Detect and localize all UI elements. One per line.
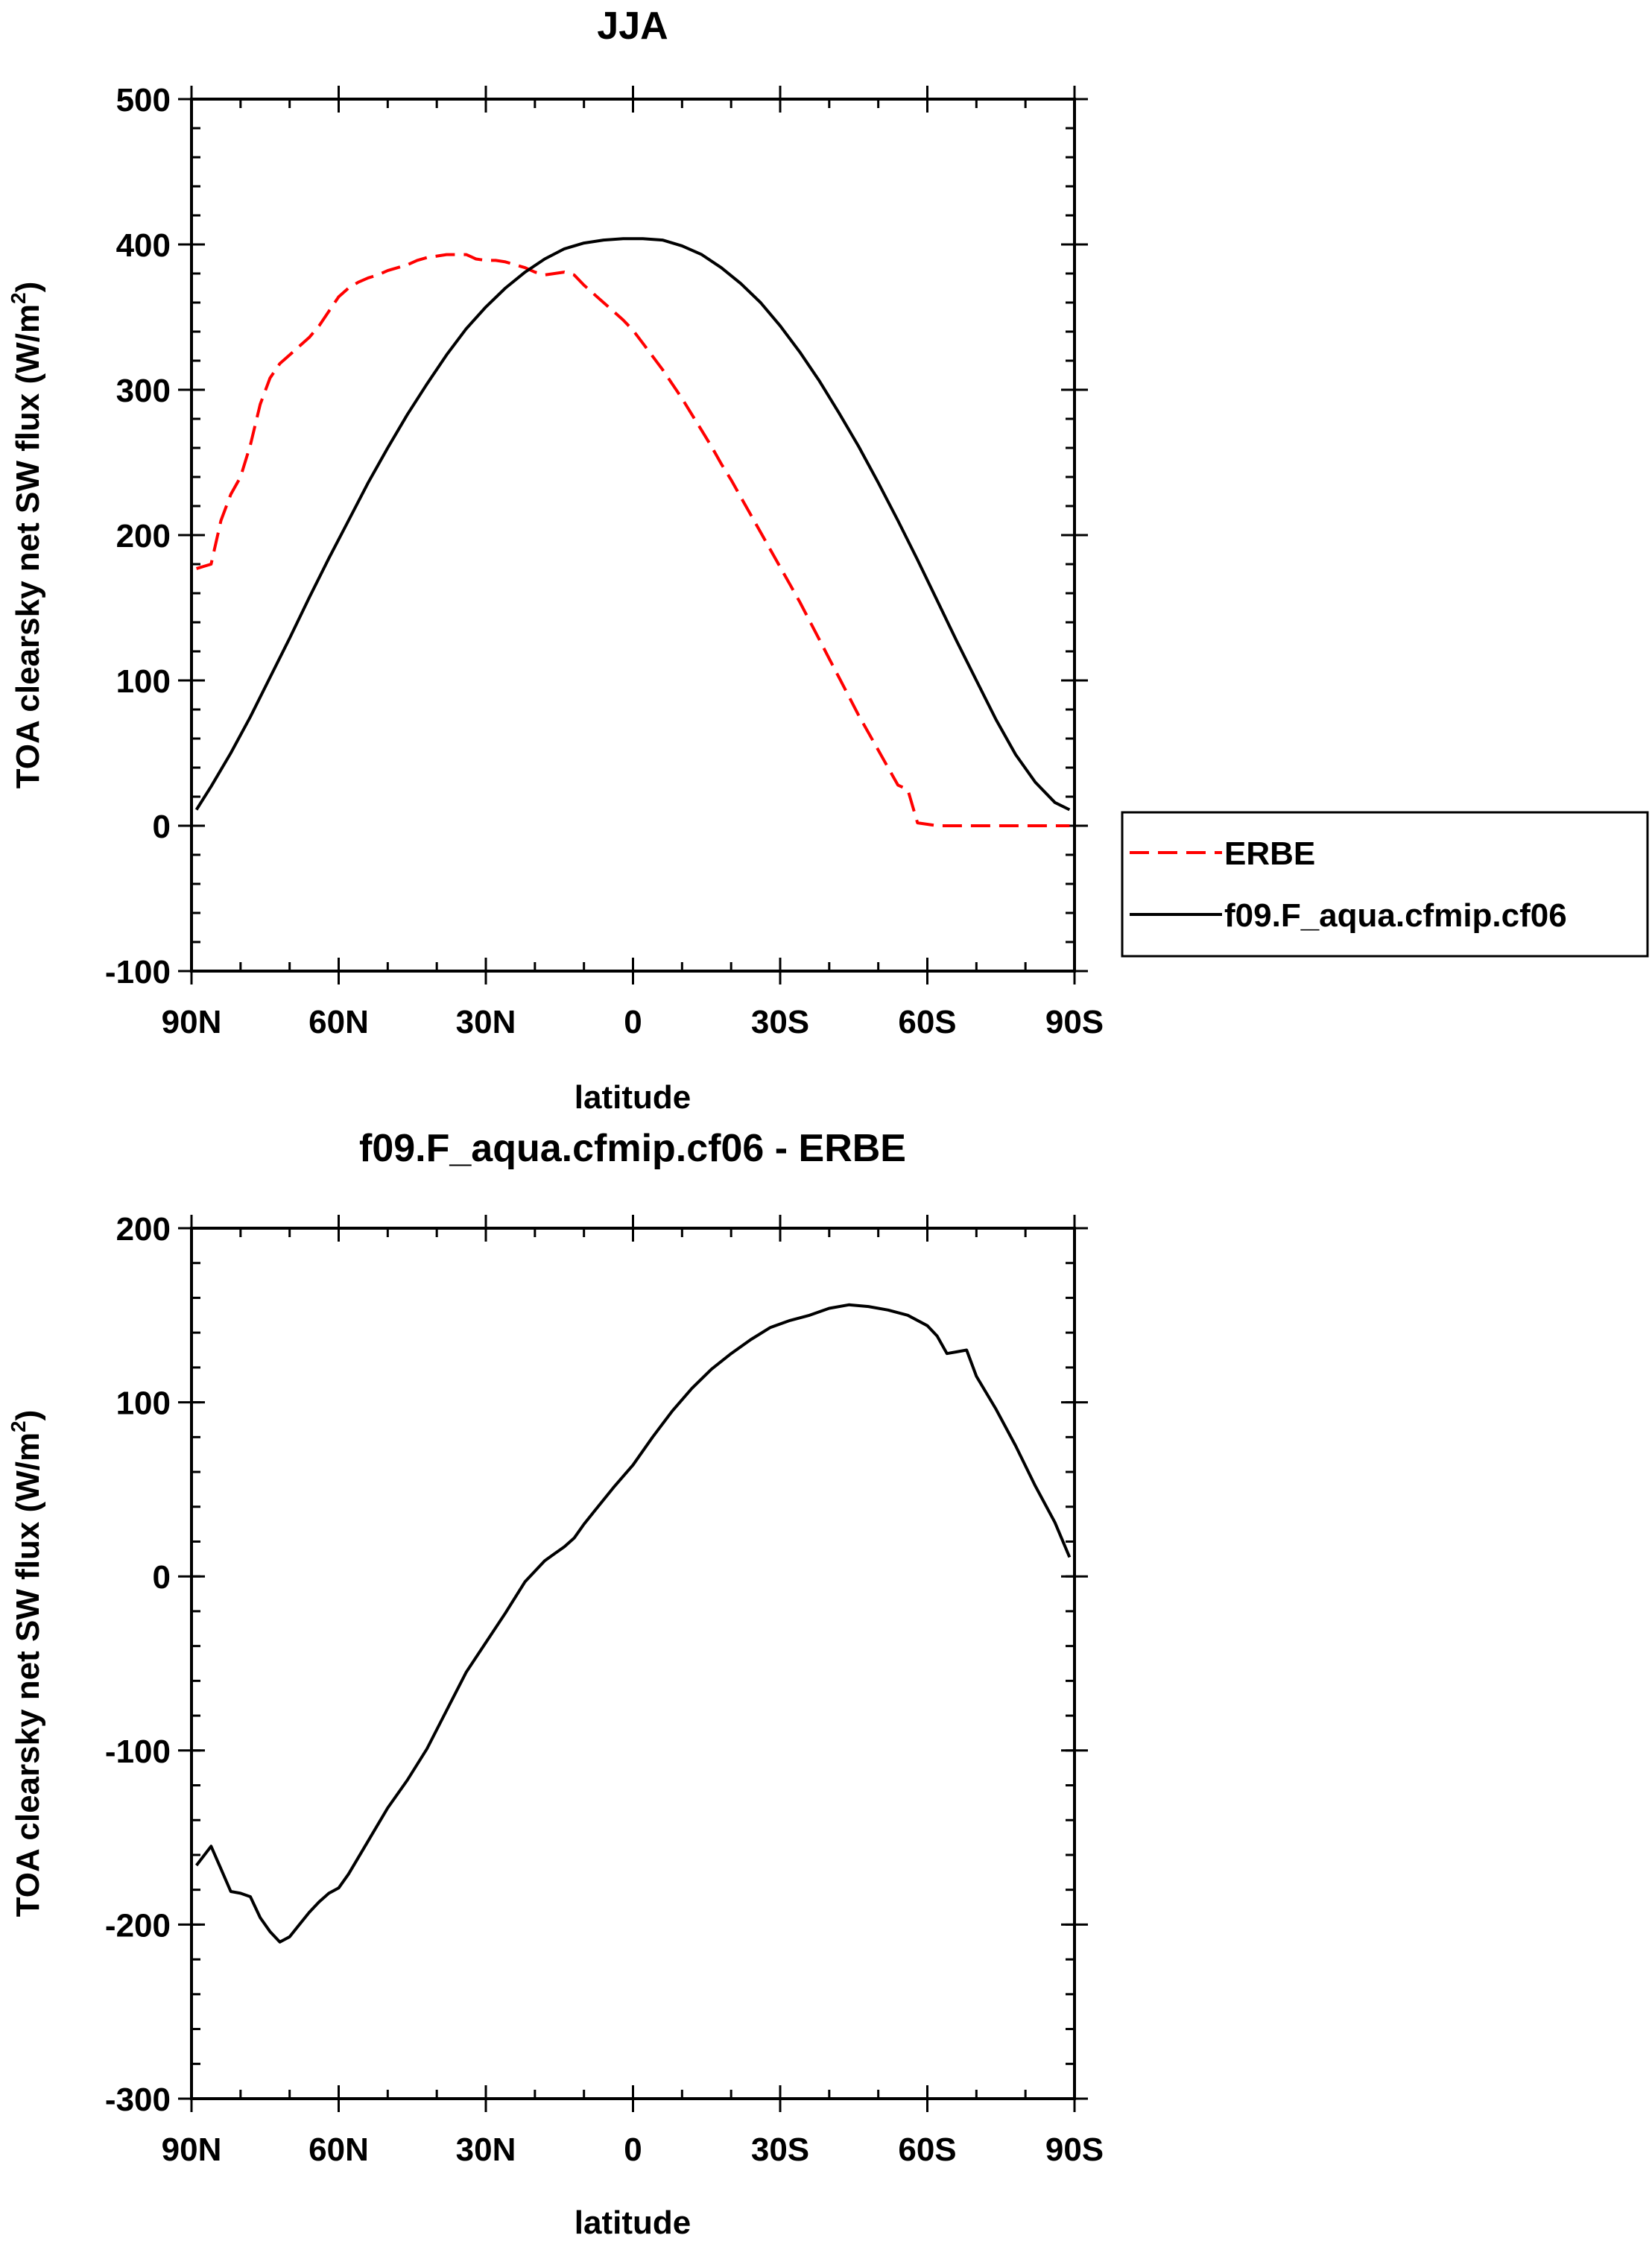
top-chart-y-axis-label: TOA clearsky net SW flux (W/m2) (7, 282, 46, 789)
legend-box (1121, 811, 1649, 958)
bottom-y-tick-label: 100 (116, 1385, 171, 1422)
top-x-tick-label: 90N (162, 1004, 222, 1040)
bottom-chart-y-label-close: ) (10, 1410, 46, 1421)
bottom-y-tick-label: -300 (105, 2082, 171, 2118)
top-chart: JJA 90N 60N 30N 0 30S 60S 90S -100 0 100 200 300 400… (7, 4, 1104, 1116)
legend-model-label: f09.F_aqua.cfmip.cf06 (1224, 897, 1567, 934)
top-y-tick-label: 200 (116, 518, 171, 554)
top-chart-lines (194, 237, 1071, 827)
bottom-chart-title: f09.F_aqua.cfmip.cf06 - ERBE (359, 1127, 906, 1170)
top-y-tick-label: 0 (153, 809, 171, 845)
bottom-series-line-model (195, 1303, 1072, 1944)
top-y-tick-label: 300 (116, 373, 171, 409)
bottom-y-tick-label: -100 (105, 1733, 171, 1770)
bottom-x-tick-label: 60N (308, 2131, 369, 2168)
bottom-y-tick-label: 0 (153, 1559, 171, 1596)
bottom-chart-ticks: 90N 60N 30N 0 30S 60S 90S -300 -200 -100 0 100 200 (105, 1211, 1104, 2168)
top-chart-y-label-close: ) (10, 282, 46, 293)
legend: ERBE f09.F_aqua.cfmip.cf06 (1121, 811, 1649, 958)
top-x-tick-label: 30S (751, 1004, 809, 1040)
bottom-chart-y-label-main: TOA clearsky net SW flux (W/m (10, 1432, 46, 1917)
bottom-chart-y-label-sup: 2 (7, 1420, 30, 1432)
bottom-x-tick-label: 90N (162, 2131, 222, 2168)
top-chart-y-label-main: TOA clearsky net SW flux (W/m (10, 304, 46, 788)
top-series-line-model (194, 237, 1071, 812)
bottom-chart: f09.F_aqua.cfmip.cf06 - ERBE 90N 60N 30N 0 3… (7, 1127, 1104, 2241)
top-y-tick-label: 100 (116, 663, 171, 700)
top-chart-plot-frame (190, 98, 1076, 973)
bottom-chart-y-axis-label: TOA clearsky net SW flux (W/m2) (7, 1410, 46, 1918)
bottom-y-tick-label: 200 (116, 1211, 171, 1248)
legend-erbe-label: ERBE (1224, 835, 1315, 872)
top-series-line-erbe (196, 253, 1070, 827)
bottom-x-tick-label: 30N (456, 2131, 516, 2168)
bottom-x-tick-label: 30S (751, 2131, 809, 2168)
top-x-tick-label: 60N (308, 1004, 369, 1040)
top-chart-ticks: 90N 60N 30N 0 30S 60S 90S -100 0 100 200 300 400 500 (105, 82, 1104, 1040)
top-chart-y-label-sup: 2 (7, 292, 30, 304)
top-x-tick-label: 90S (1045, 1004, 1104, 1040)
bottom-chart-plot-frame (190, 1227, 1076, 2100)
top-x-tick-label: 0 (624, 1004, 642, 1040)
top-chart-title: JJA (597, 4, 668, 48)
bottom-x-tick-label: 60S (898, 2131, 956, 2168)
bottom-chart-lines (195, 1303, 1072, 1944)
bottom-x-tick-label: 90S (1045, 2131, 1104, 2168)
top-y-tick-label: 500 (116, 82, 171, 118)
bottom-x-tick-label: 0 (624, 2131, 642, 2168)
bottom-y-tick-label: -200 (105, 1907, 171, 1944)
bottom-chart-x-axis-label: latitude (575, 2205, 691, 2241)
top-y-tick-label: 400 (116, 227, 171, 264)
top-y-tick-label: -100 (105, 954, 171, 990)
top-x-tick-label: 30N (456, 1004, 516, 1040)
top-x-tick-label: 60S (898, 1004, 956, 1040)
top-chart-x-axis-label: latitude (575, 1079, 691, 1116)
